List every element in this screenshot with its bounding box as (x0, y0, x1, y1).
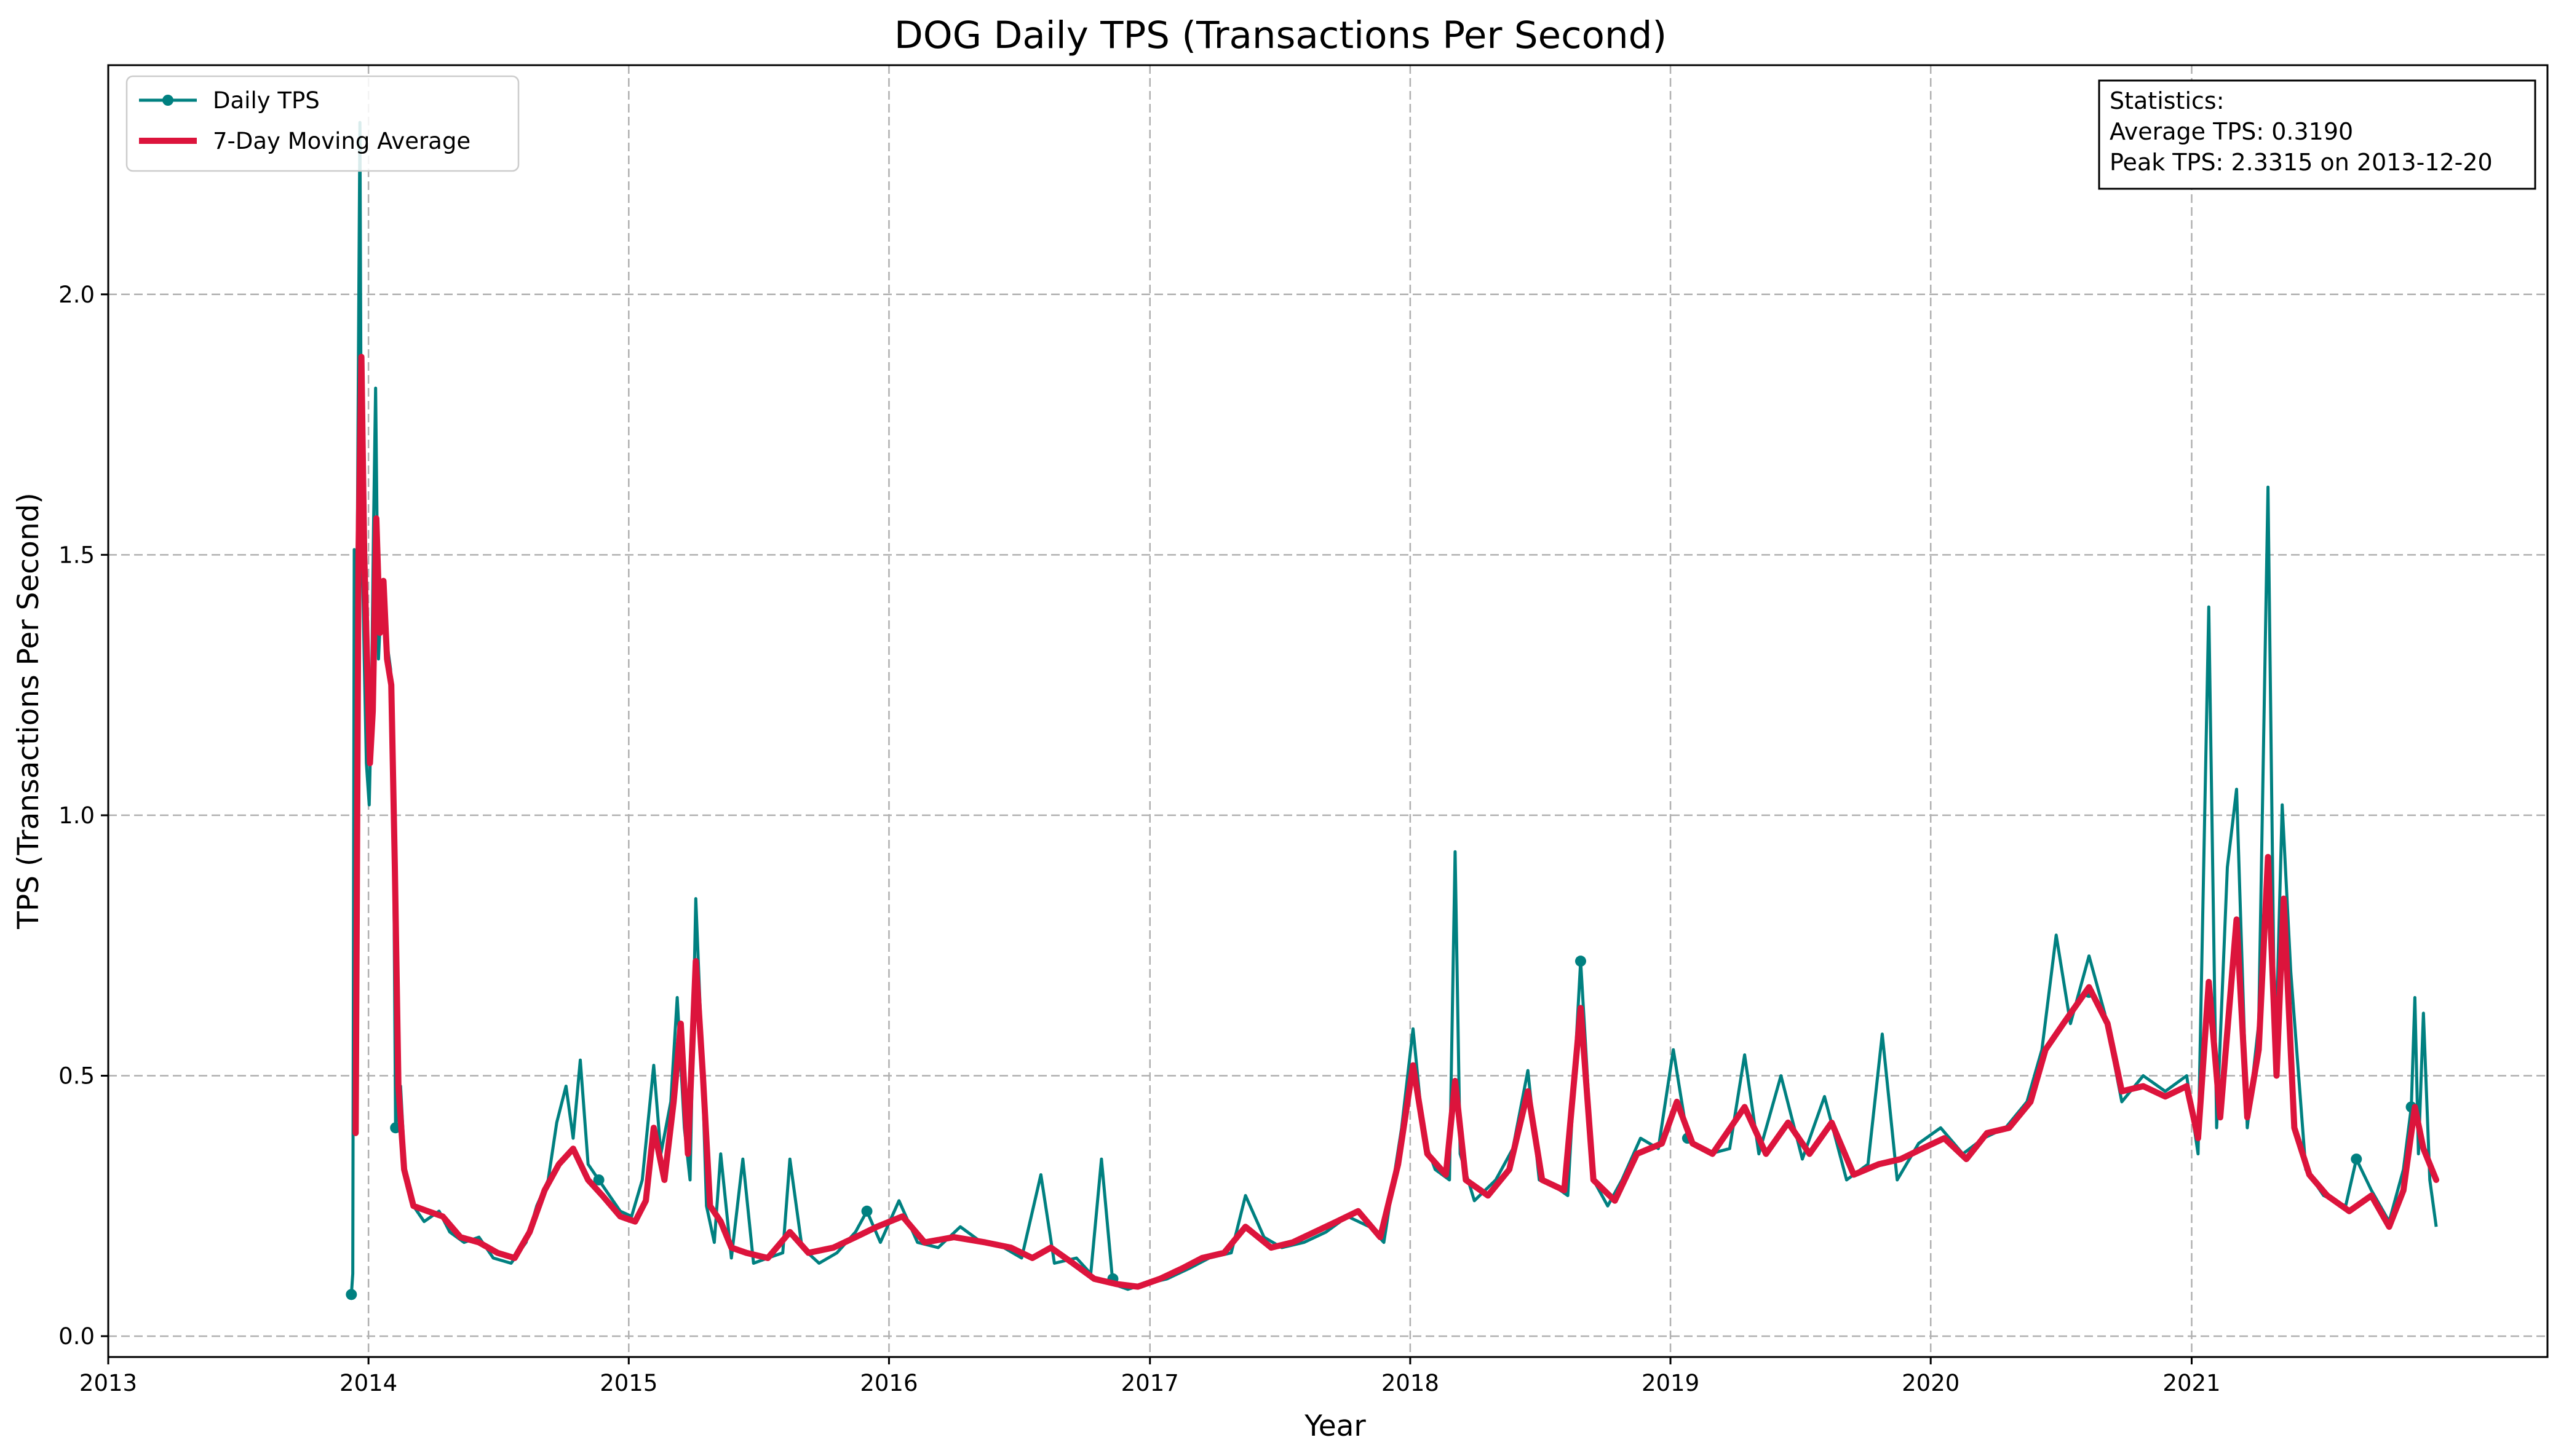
y-tick-label: 1.5 (58, 542, 95, 568)
statistics-box: Statistics: Average TPS: 0.3190 Peak TPS… (2098, 79, 2536, 190)
statistics-average-tps: Average TPS: 0.3190 (2110, 118, 2353, 145)
legend: Daily TPS 7-Day Moving Average (125, 75, 520, 172)
y-tick-label: 0.0 (58, 1323, 95, 1350)
grid-lines (107, 65, 2547, 1357)
statistics-heading: Statistics: (2110, 87, 2225, 114)
statistics-box-frame (2098, 79, 2536, 190)
daily-tps-marker (861, 1205, 873, 1217)
y-axis-label: TPS (Transactions Per Second) (12, 493, 46, 930)
daily-tps-line (349, 121, 2438, 1295)
daily-tps-marker (2351, 1153, 2362, 1165)
axis-ticks: 2013 2014 2015 2016 2017 2018 2019 2020 2021 0.0 0… (58, 282, 2220, 1396)
series-lines (346, 121, 2440, 1300)
x-tick-label: 2018 (1381, 1370, 1439, 1396)
x-tick-label: 2019 (1642, 1370, 1699, 1396)
x-tick-label: 2021 (2162, 1370, 2220, 1396)
legend-label-daily-tps: Daily TPS (213, 87, 320, 114)
x-tick-label: 2017 (1121, 1370, 1179, 1396)
chart-title: DOG Daily TPS (Transactions Per Second) (894, 14, 1667, 57)
moving-average-line (352, 354, 2440, 1290)
y-tick-label: 0.5 (58, 1063, 95, 1090)
legend-label-moving-average: 7-Day Moving Average (213, 128, 471, 154)
legend-box (125, 75, 520, 172)
x-tick-label: 2014 (339, 1370, 397, 1396)
x-tick-label: 2016 (860, 1370, 918, 1396)
x-tick-label: 2015 (600, 1370, 657, 1396)
plot-frame (107, 64, 2549, 1358)
y-tick-label: 1.0 (58, 802, 95, 829)
x-axis-label: Year (1304, 1409, 1366, 1443)
y-tick-label: 2.0 (58, 282, 95, 308)
statistics-peak-tps: Peak TPS: 2.3315 on 2013-12-20 (2110, 149, 2493, 176)
daily-tps-marker (1574, 956, 1586, 967)
daily-tps-marker (346, 1289, 357, 1300)
legend-marker-daily-tps (162, 95, 173, 106)
x-tick-label: 2013 (79, 1370, 137, 1396)
x-tick-label: 2020 (1902, 1370, 1959, 1396)
daily-tps-marker (593, 1174, 605, 1185)
